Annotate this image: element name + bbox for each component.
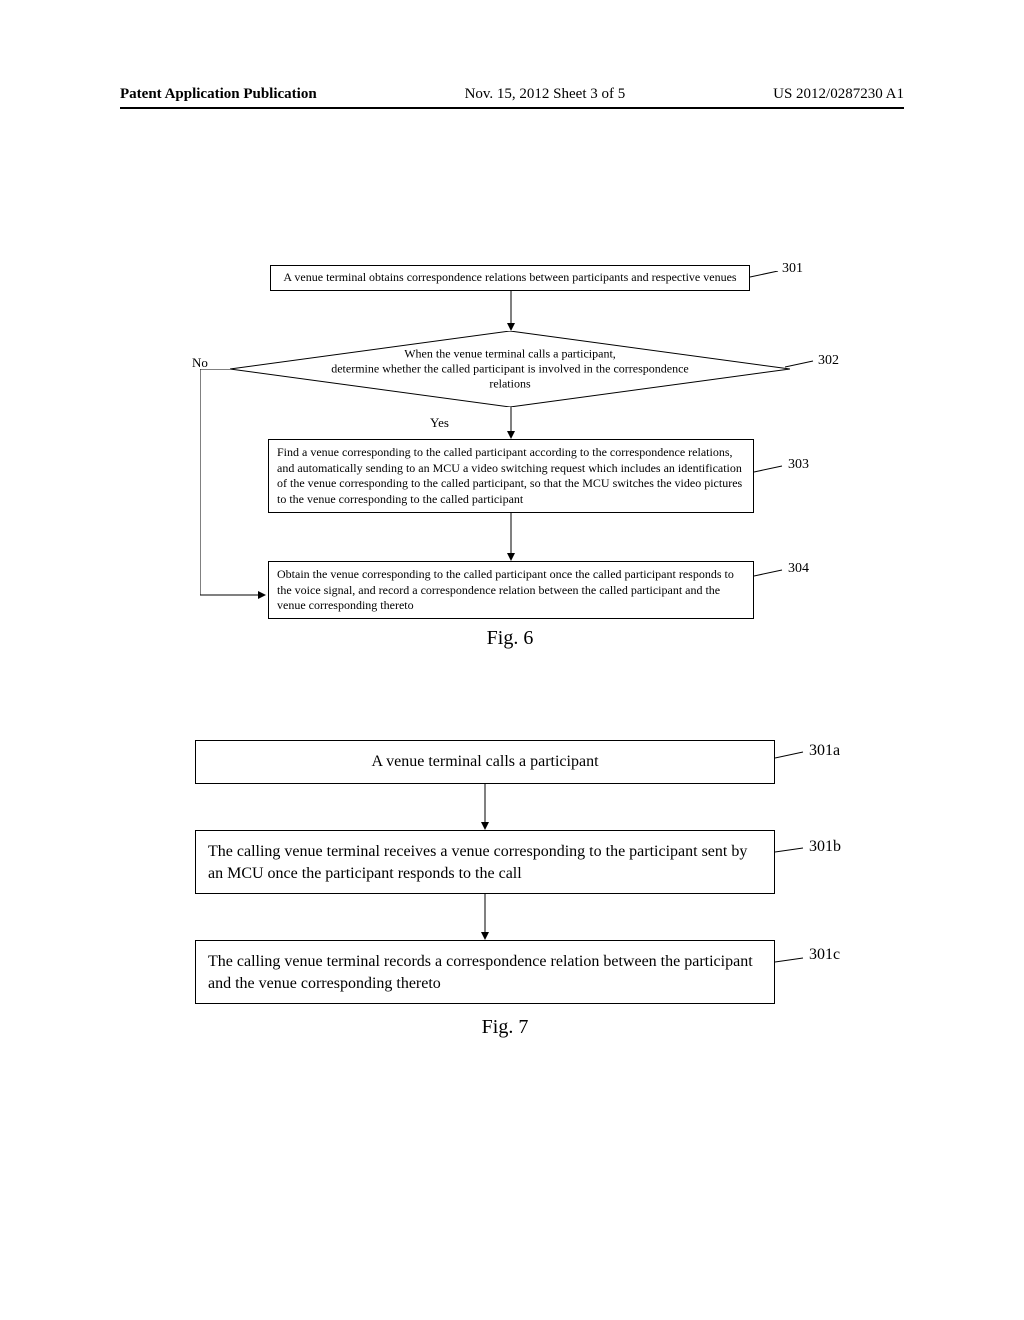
- arrow-301a-301b: [479, 784, 491, 830]
- arrow-301-302: [505, 291, 517, 331]
- header-right: US 2012/0287230 A1: [773, 86, 904, 103]
- figure-6: A venue terminal obtains correspondence …: [230, 265, 790, 655]
- flowchart-box-301: A venue terminal obtains correspondence …: [270, 265, 750, 291]
- label-yes: Yes: [430, 415, 449, 431]
- decision-302-text: When the venue terminal calls a particip…: [286, 347, 734, 392]
- ref-302: 302: [818, 353, 839, 369]
- flowchart-box-301b: The calling venue terminal receives a ve…: [195, 830, 775, 894]
- box-303-text: Find a venue corresponding to the called…: [277, 445, 742, 506]
- ref-301c: 301c: [809, 946, 840, 964]
- flowchart-decision-302: When the venue terminal calls a particip…: [230, 331, 790, 407]
- flowchart-box-304: Obtain the venue corresponding to the ca…: [268, 561, 754, 619]
- page-header: Patent Application Publication Nov. 15, …: [120, 86, 904, 109]
- header-middle: Nov. 15, 2012 Sheet 3 of 5: [465, 86, 626, 103]
- figure-7: A venue terminal calls a participant 301…: [195, 740, 815, 1080]
- box-301a-text: A venue terminal calls a participant: [371, 751, 598, 773]
- ref-301a: 301a: [809, 742, 840, 760]
- decision-302-line1: When the venue terminal calls a particip…: [404, 347, 616, 361]
- ref-301b: 301b: [809, 838, 841, 856]
- flowchart-box-301c: The calling venue terminal records a cor…: [195, 940, 775, 1004]
- box-301b-text: The calling venue terminal receives a ve…: [208, 843, 747, 882]
- arrow-302-303: [505, 407, 517, 439]
- box-301-text: A venue terminal obtains correspondence …: [283, 270, 736, 286]
- arrow-301b-301c: [479, 894, 491, 940]
- page: Patent Application Publication Nov. 15, …: [0, 0, 1024, 1320]
- decision-302-line2: determine whether the called participant…: [331, 362, 689, 376]
- ref-303: 303: [788, 457, 809, 473]
- arrow-303-304: [505, 513, 517, 561]
- figure-6-caption: Fig. 6: [487, 627, 534, 650]
- box-304-text: Obtain the venue corresponding to the ca…: [277, 567, 734, 612]
- figure-7-caption: Fig. 7: [482, 1016, 529, 1039]
- header-left: Patent Application Publication: [120, 86, 317, 103]
- flowchart-box-301a: A venue terminal calls a participant: [195, 740, 775, 784]
- decision-302-line3: relations: [489, 377, 530, 391]
- arrow-no-path: [200, 369, 270, 601]
- ref-301: 301: [782, 261, 803, 277]
- box-301c-text: The calling venue terminal records a cor…: [208, 953, 753, 992]
- ref-304: 304: [788, 561, 809, 577]
- flowchart-box-303: Find a venue corresponding to the called…: [268, 439, 754, 513]
